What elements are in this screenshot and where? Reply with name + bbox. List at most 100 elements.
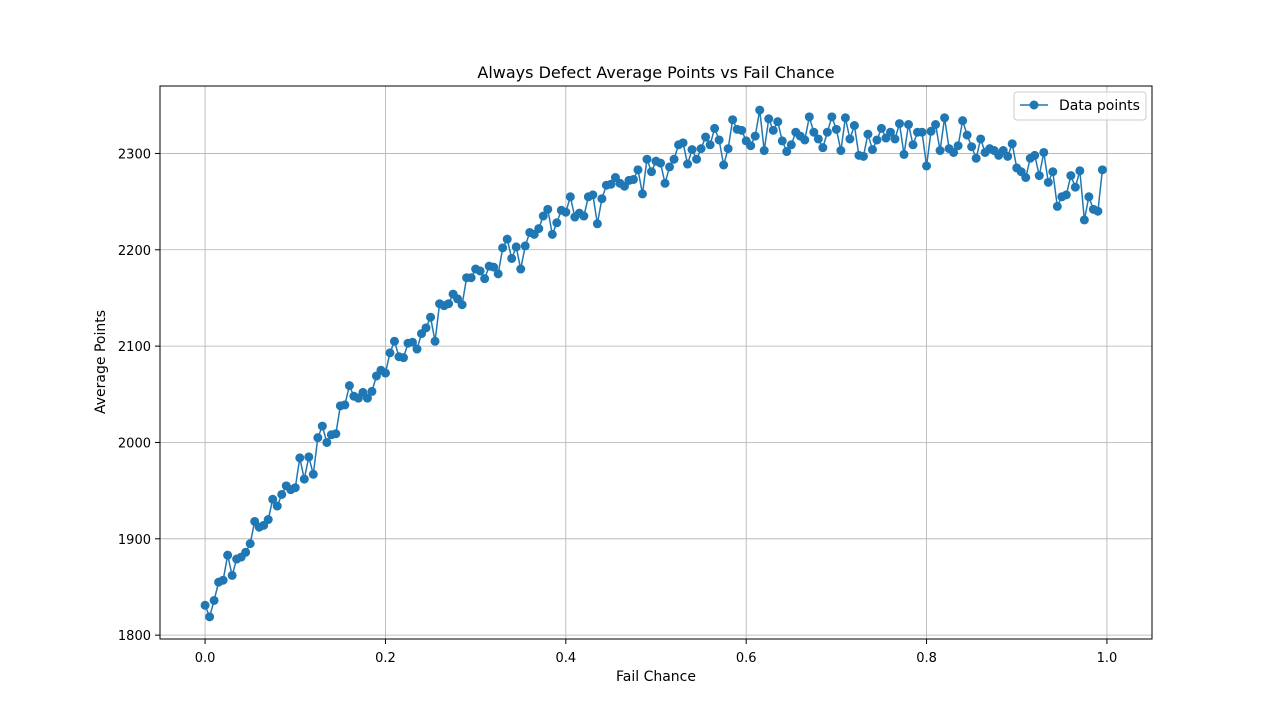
chart-title: Always Defect Average Points vs Fail Cha… bbox=[477, 63, 834, 82]
data-point bbox=[867, 145, 877, 155]
data-point bbox=[701, 132, 711, 142]
data-point bbox=[831, 124, 841, 134]
data-point bbox=[200, 600, 210, 610]
data-point bbox=[1043, 177, 1053, 187]
data-point bbox=[764, 114, 774, 124]
data-point bbox=[516, 264, 526, 274]
data-point bbox=[926, 126, 936, 136]
data-point bbox=[899, 149, 909, 159]
data-point bbox=[714, 135, 724, 145]
y-tick-label: 1800 bbox=[118, 629, 151, 644]
data-point bbox=[538, 211, 548, 221]
data-point bbox=[692, 154, 702, 164]
data-point bbox=[218, 575, 228, 585]
x-tick-label: 0.2 bbox=[375, 651, 396, 666]
data-point bbox=[389, 336, 399, 346]
data-point bbox=[890, 134, 900, 144]
data-point bbox=[209, 595, 219, 605]
x-tick-label: 1.0 bbox=[1097, 651, 1118, 666]
data-point bbox=[746, 141, 756, 151]
data-point bbox=[962, 130, 972, 140]
data-point bbox=[786, 140, 796, 150]
data-point bbox=[935, 146, 945, 156]
data-point bbox=[755, 105, 765, 115]
y-tick-label: 2300 bbox=[118, 147, 151, 162]
data-point bbox=[502, 234, 512, 244]
data-point bbox=[313, 433, 323, 443]
data-point bbox=[444, 299, 454, 309]
data-point bbox=[245, 539, 255, 549]
data-point bbox=[227, 570, 237, 580]
data-point bbox=[917, 127, 927, 137]
legend: Data points bbox=[1013, 91, 1147, 121]
data-point bbox=[295, 453, 305, 463]
y-ticks: 1800 1900 2000 2100 2200 2300 bbox=[118, 147, 160, 644]
data-point bbox=[876, 123, 886, 133]
data-point bbox=[894, 119, 904, 129]
data-point bbox=[380, 368, 390, 378]
data-point bbox=[940, 113, 950, 123]
data-point bbox=[579, 211, 589, 221]
data-point bbox=[1084, 192, 1094, 202]
data-point bbox=[398, 353, 408, 363]
data-point bbox=[669, 154, 679, 164]
data-point bbox=[520, 241, 530, 251]
data-point bbox=[430, 336, 440, 346]
data-point bbox=[304, 452, 314, 462]
data-point bbox=[498, 243, 508, 253]
data-point bbox=[322, 437, 332, 447]
data-point bbox=[836, 146, 846, 156]
data-point bbox=[344, 381, 354, 391]
data-point bbox=[931, 120, 941, 130]
data-point bbox=[885, 127, 895, 137]
data-point bbox=[696, 144, 706, 154]
data-point bbox=[633, 165, 643, 175]
data-point bbox=[489, 262, 499, 272]
data-point bbox=[1066, 171, 1076, 181]
data-point bbox=[728, 115, 738, 125]
data-point bbox=[277, 489, 287, 499]
x-tick-label: 0.8 bbox=[916, 651, 937, 666]
data-point bbox=[317, 421, 327, 431]
data-point bbox=[272, 501, 282, 511]
data-point bbox=[606, 179, 616, 189]
data-point bbox=[1039, 147, 1049, 157]
data-point bbox=[642, 154, 652, 164]
data-point bbox=[408, 337, 418, 347]
data-point bbox=[827, 112, 837, 122]
data-point bbox=[800, 135, 810, 145]
data-point bbox=[768, 125, 778, 135]
data-point bbox=[263, 515, 273, 525]
data-point bbox=[362, 393, 372, 403]
x-tick-label: 0.4 bbox=[555, 651, 576, 666]
data-point bbox=[385, 348, 395, 358]
data-point bbox=[1075, 166, 1085, 176]
data-point bbox=[737, 125, 747, 135]
data-point bbox=[1034, 171, 1044, 181]
data-point bbox=[547, 229, 557, 239]
data-point bbox=[340, 400, 350, 410]
data-point bbox=[773, 117, 783, 127]
data-point bbox=[1097, 165, 1107, 175]
data-point bbox=[205, 612, 215, 622]
legend-box bbox=[1013, 91, 1147, 121]
x-tick-label: 0.6 bbox=[736, 651, 757, 666]
data-point bbox=[723, 144, 733, 154]
x-axis-title: Fail Chance bbox=[616, 669, 696, 685]
data-point bbox=[804, 112, 814, 122]
series-layer bbox=[200, 105, 1107, 622]
data-point bbox=[872, 135, 882, 145]
data-point bbox=[308, 469, 318, 479]
data-point bbox=[971, 153, 981, 163]
data-point bbox=[268, 494, 278, 504]
x-tick-label: 0.0 bbox=[195, 651, 216, 666]
data-point bbox=[1070, 182, 1080, 192]
data-point bbox=[543, 204, 553, 214]
data-point bbox=[421, 323, 431, 333]
data-point bbox=[813, 134, 823, 144]
data-point bbox=[904, 120, 914, 130]
data-point bbox=[511, 242, 521, 252]
data-point bbox=[678, 138, 688, 148]
data-point bbox=[480, 274, 490, 284]
